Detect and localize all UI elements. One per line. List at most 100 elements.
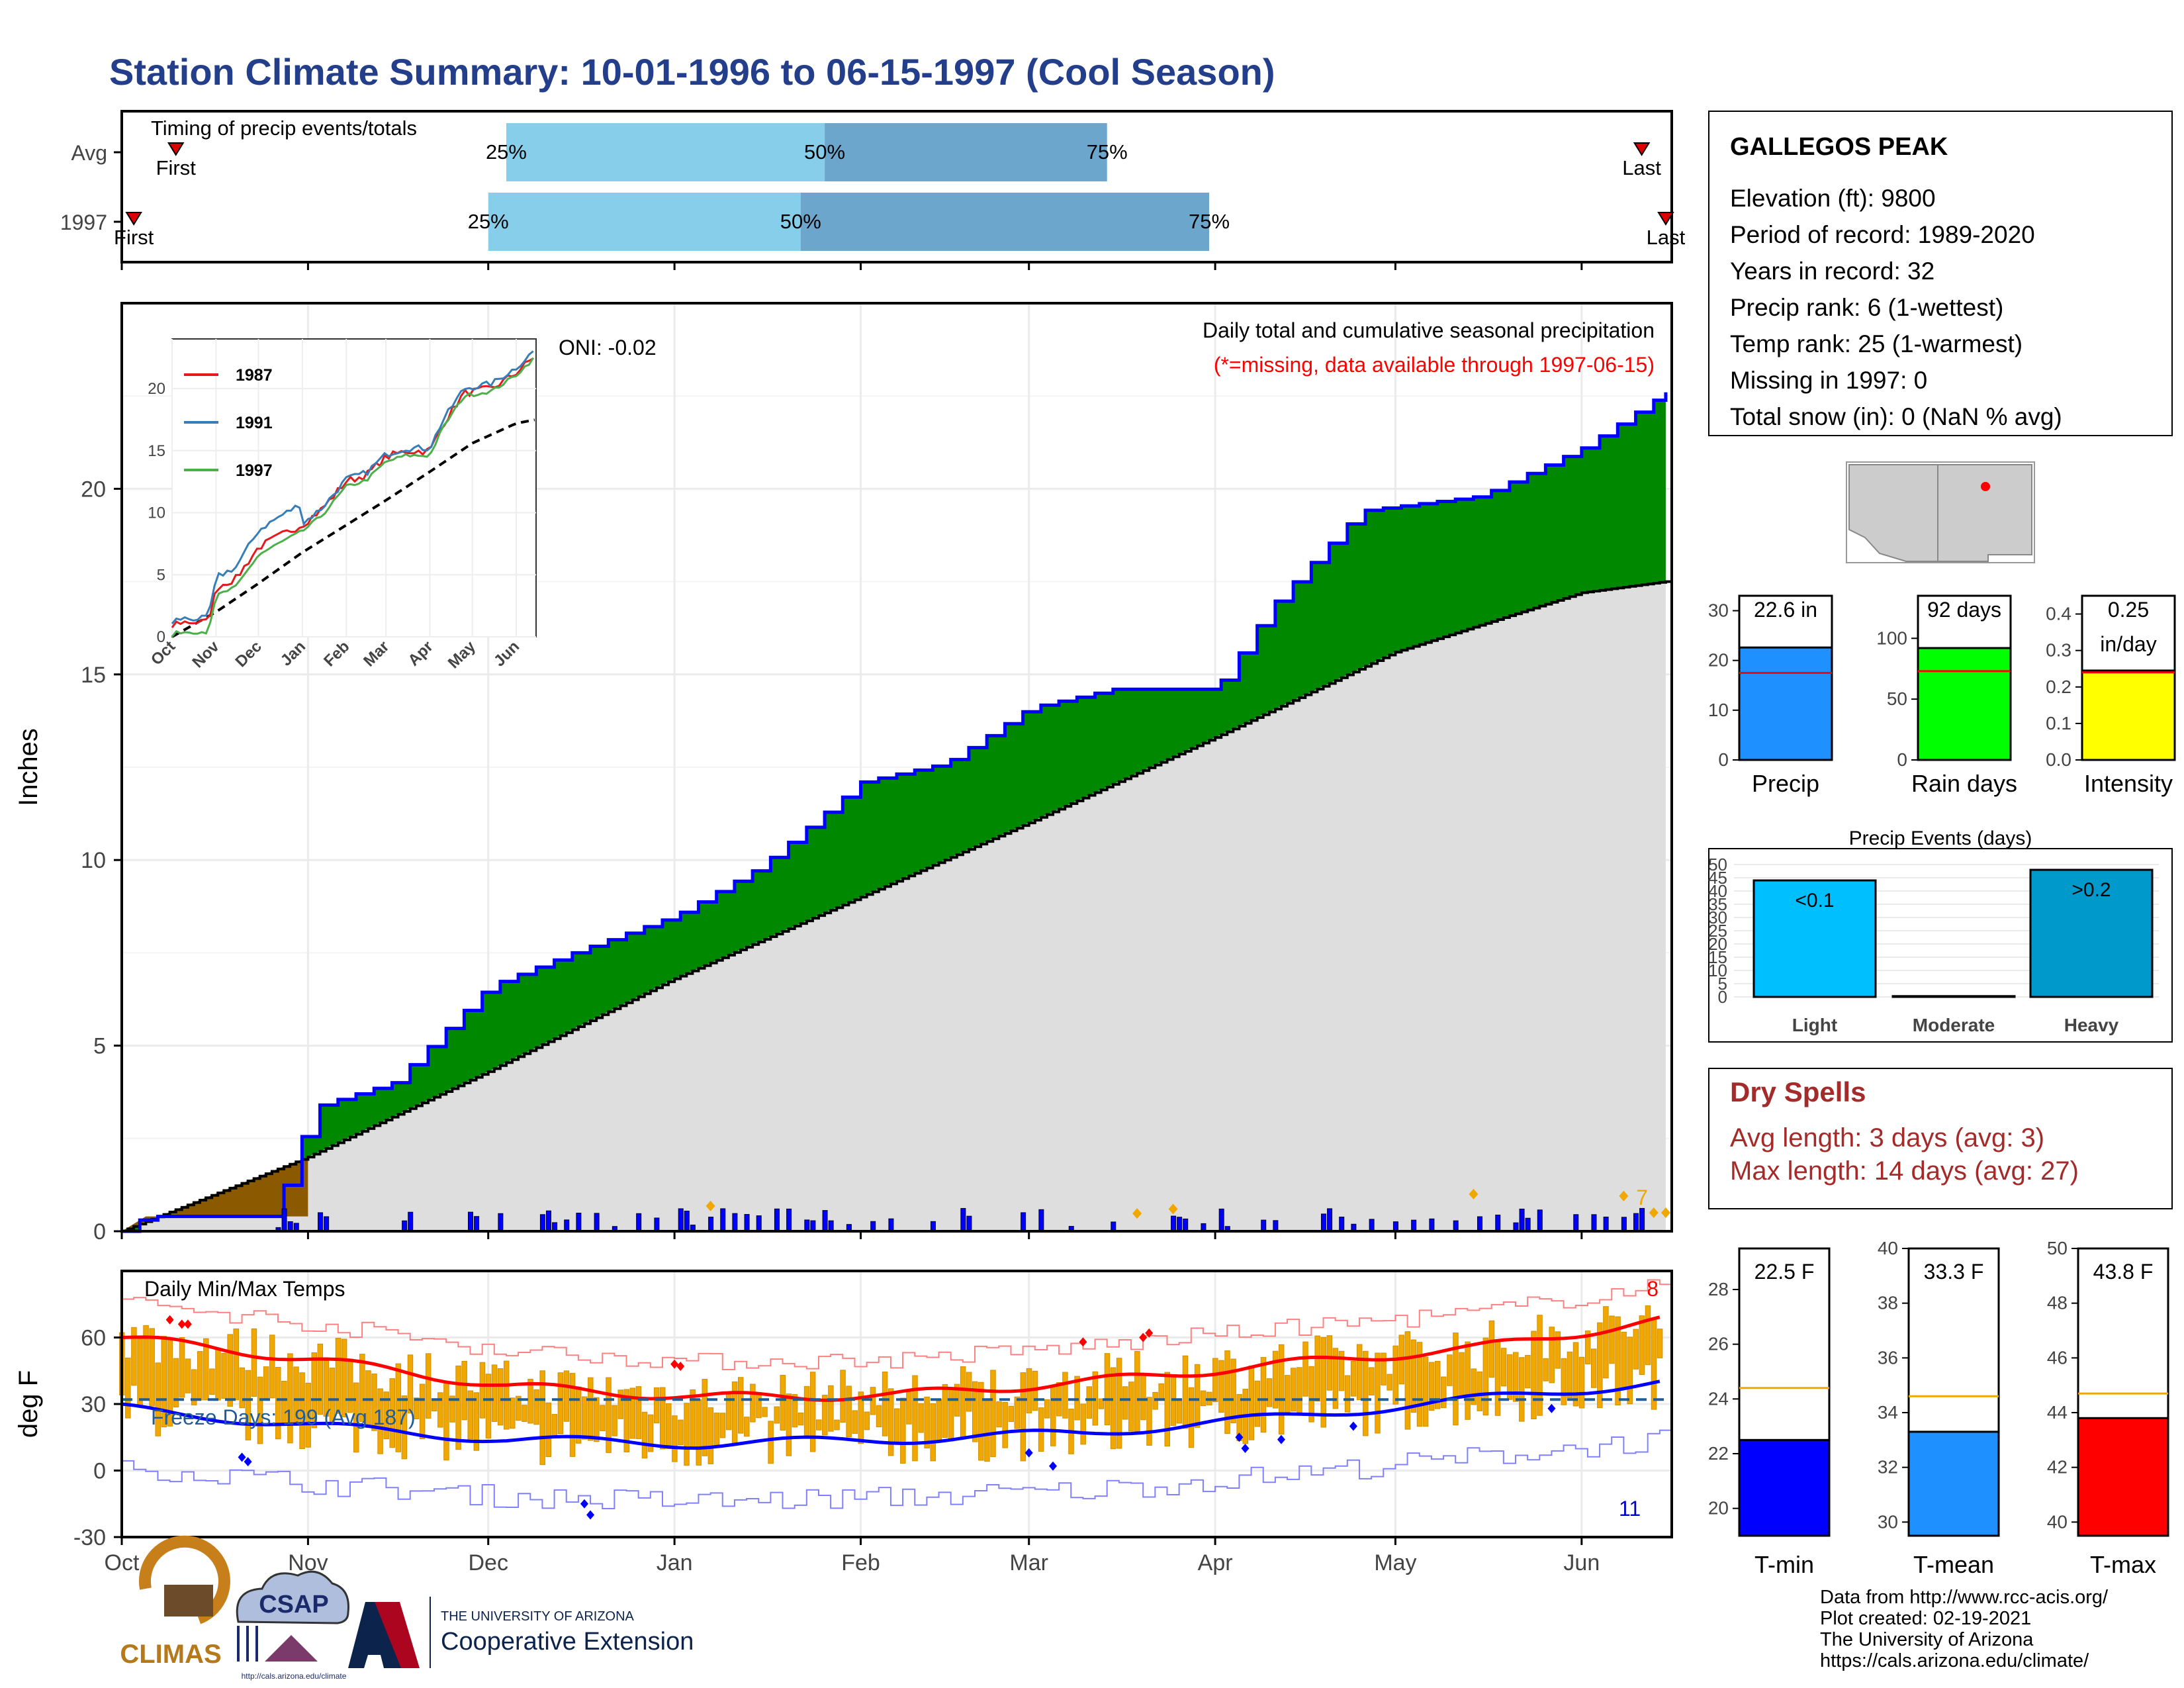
daily-temp-bar [467, 1390, 473, 1440]
daily-precip-bar [1639, 1207, 1645, 1232]
daily-temp-bar [371, 1373, 377, 1431]
daily-temp-bar [1020, 1372, 1026, 1462]
daily-temp-bar [762, 1407, 768, 1417]
daily-temp-bar [707, 1407, 714, 1464]
daily-temp-bar [1621, 1331, 1627, 1389]
daily-precip-bar [960, 1207, 966, 1232]
station-detail-line: Temp rank: 25 (1-warmest) [1730, 330, 2023, 357]
footer-credit-line: Data from http://www.rcc-acis.org/ [1820, 1587, 2109, 1608]
daily-temp-bar [678, 1419, 684, 1446]
csap-mountain [265, 1635, 318, 1662]
daily-precip-bar [1273, 1220, 1279, 1232]
daily-temp-bar [894, 1408, 900, 1443]
daily-precip-bar [810, 1220, 816, 1232]
footer-credit-line: https://cals.arizona.edu/climate/ [1820, 1650, 2089, 1671]
daily-temp-bar [341, 1338, 347, 1418]
daily-temp-bar [1561, 1358, 1567, 1405]
dry-spells-frame [1708, 1068, 2173, 1209]
daily-temp-bar [1525, 1354, 1531, 1389]
temp-bar-y-tick-label: 40 [2047, 1511, 2068, 1532]
inset-y-tick-label: 15 [148, 442, 165, 460]
record-low-envelope [122, 1429, 1672, 1510]
daily-temp-bar [545, 1402, 552, 1457]
daily-temp-bar [1519, 1357, 1525, 1422]
daily-temp-bar [588, 1377, 594, 1441]
daily-temp-bar [1116, 1358, 1122, 1449]
daily-precip-bar [1603, 1216, 1609, 1232]
daily-temp-bar [1338, 1350, 1345, 1391]
location-map [1846, 461, 2035, 563]
temp-panel-title: Daily Min/Max Temps [144, 1277, 345, 1301]
timing-first-marker [167, 142, 185, 156]
daily-temp-bar [1459, 1352, 1465, 1397]
temp-bar-y-tick-label: 40 [1878, 1238, 1898, 1258]
daily-temp-bar [1086, 1386, 1092, 1419]
timing-row: 1997 25% 50% 75% First Last [60, 193, 1686, 251]
daily-temp-bar [744, 1417, 750, 1437]
month-tick-label: Oct [105, 1550, 140, 1575]
freeze-days-label: Freeze Days: 199 (Avg 187) [151, 1405, 416, 1429]
daily-temp-bar [1134, 1351, 1140, 1432]
cumulative-1997-line [122, 392, 1668, 1233]
inset-legend-label: 1987 [236, 366, 273, 385]
daily-temp-bar [227, 1334, 233, 1407]
daily-temp-bar [1308, 1366, 1314, 1423]
events-y-tick-label: 10 [1708, 961, 1727, 980]
avg-max-line [121, 1315, 1661, 1402]
new-mexico-shape [1937, 464, 2032, 562]
temp-bar-y-tick-label: 42 [2047, 1457, 2068, 1477]
daily-temp-bar [924, 1396, 930, 1449]
precip-y-tick-label: 0 [93, 1219, 106, 1244]
summary-y-tick-label: 20 [1708, 650, 1729, 671]
daily-temp-bar [1363, 1350, 1369, 1436]
temp-bar-value-label: 22.5 F [1754, 1260, 1815, 1284]
daily-temp-bar [1375, 1352, 1381, 1434]
summary-bar-value-label: 92 days [1927, 598, 2001, 622]
timing-first-marker [125, 212, 142, 226]
temp-bar-y-tick-label: 34 [1878, 1402, 1898, 1423]
daily-temp-bar [1062, 1372, 1068, 1419]
daily-temp-bar [1285, 1375, 1291, 1415]
daily-precip-bar [1537, 1209, 1543, 1232]
daily-temp-bar [1627, 1336, 1633, 1405]
avg-cumulative-line [122, 580, 1672, 1233]
daily-temp-bar [131, 1327, 137, 1386]
daily-precip-bar [564, 1219, 570, 1232]
summary-bar-value-label: 0.25 [2108, 598, 2149, 622]
daily-temp-bar [522, 1405, 527, 1422]
daily-temp-bar [359, 1354, 365, 1423]
daily-temp-bar [1344, 1375, 1351, 1413]
daily-precip-bar [930, 1221, 936, 1232]
daily-precip-bar [594, 1213, 600, 1232]
daily-precip-bar [870, 1221, 876, 1232]
daily-temp-bar [1488, 1320, 1495, 1378]
precip-y-tick-label: 15 [81, 663, 106, 688]
daily-precip-bar [786, 1208, 792, 1232]
daily-temp-bar [1494, 1341, 1501, 1416]
daily-precip-bar [498, 1213, 504, 1232]
record-low-marker [1049, 1461, 1058, 1471]
daily-temp-bar [485, 1374, 492, 1439]
daily-temp-bar [269, 1335, 275, 1399]
dry-spells-box: Dry Spells Avg length: 3 days (avg: 3) M… [1708, 1068, 2173, 1209]
record-low-marker [580, 1499, 588, 1509]
daily-precip-bar [474, 1216, 480, 1232]
daily-precip-bar [678, 1208, 684, 1232]
record-low-marker [1024, 1448, 1033, 1458]
footer: CLIMAS CSAP http://cals.arizona.edu/clim… [120, 1535, 2109, 1681]
temp-bar-label: T-min [1754, 1551, 1814, 1578]
daily-temp-bar [1392, 1345, 1398, 1405]
inset-y-tick-label: 20 [148, 380, 165, 398]
temp-y-axis: -30 0 30 60 [73, 1326, 122, 1550]
daily-temp-bar [834, 1419, 840, 1430]
daily-temp-bar [1200, 1390, 1206, 1407]
temp-summary-bars: 20 22 24 26 28 22.5 F T-min 30 32 34 36 38 40 33.3 F T… [1708, 1238, 2169, 1578]
daily-temp-bar [377, 1388, 383, 1454]
daily-temp-bar [1008, 1405, 1014, 1423]
events-bar-group: >0.2 Heavy [2029, 868, 2154, 1035]
daily-temp-bar [1302, 1341, 1308, 1397]
daily-precip-bar [708, 1217, 714, 1232]
daily-temp-bar [263, 1366, 269, 1399]
daily-temp-bar [389, 1378, 395, 1448]
daily-precip-bar [1392, 1221, 1398, 1232]
